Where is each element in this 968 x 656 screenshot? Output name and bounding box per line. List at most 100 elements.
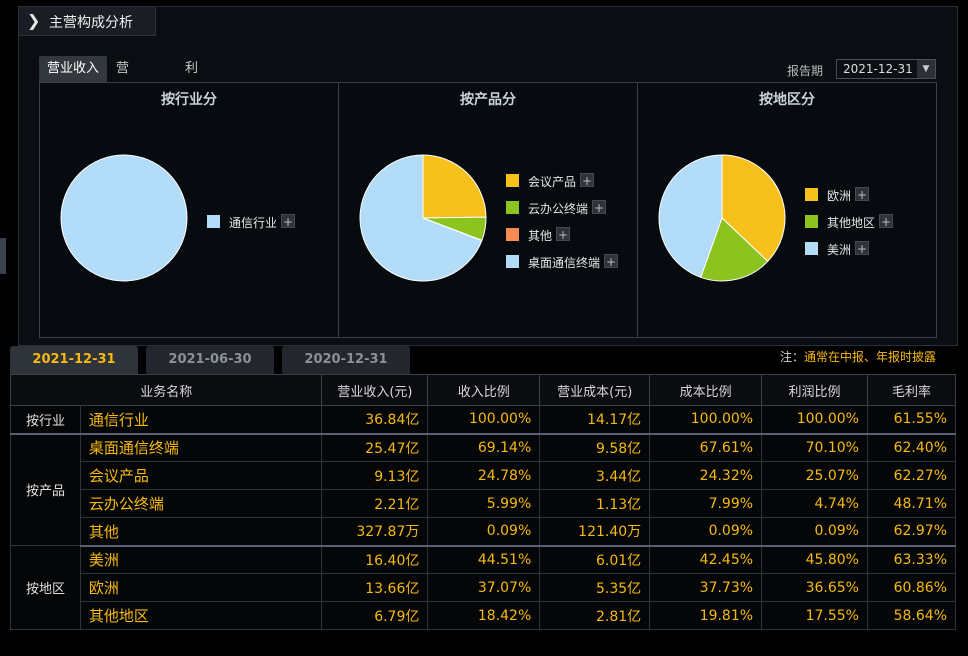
category-cell: 按产品 [10, 433, 81, 546]
business-name-cell[interactable]: 其他地区 [79, 601, 323, 630]
legend-label: 通信行业 [229, 216, 278, 230]
chart-by-product: 按产品分 会议产品 + 云办公终端 + 其他 + 桌面通信终端 + [338, 82, 638, 338]
value-cell: 60.86% [866, 573, 957, 602]
value-cell: 3.44亿 [539, 461, 651, 490]
value-cell: 36.84亿 [321, 405, 429, 435]
header-cost-ratio: 成本比例 [649, 374, 763, 406]
chart-by-industry: 按行业分 通信行业 + [39, 82, 339, 338]
tab-profit-ratio[interactable]: 利润比例 [185, 61, 199, 154]
chart-title: 按产品分 [460, 92, 516, 108]
legend-swatch [506, 201, 519, 214]
legend-label: 桌面通信终端 [528, 256, 601, 270]
report-period-label: 报告期 [787, 64, 824, 78]
legend-swatch [805, 242, 818, 255]
table-row[interactable]: 会议产品 9.13亿 24.78% 3.44亿 24.32% 25.07% 62.27% [11, 461, 957, 490]
value-cell: 2.81亿 [539, 601, 651, 630]
value-cell: 100.00% [427, 405, 541, 435]
business-name-cell[interactable]: 会议产品 [79, 461, 323, 490]
business-name-cell[interactable]: 其他 [79, 517, 323, 547]
value-cell: 37.07% [427, 573, 541, 602]
table-row[interactable]: 按地区 美洲 16.40亿 44.51% 6.01亿 42.45% 45.80% 63.33% [10, 545, 957, 630]
value-cell: 6.01亿 [539, 545, 651, 574]
value-cell: 42.45% [649, 545, 763, 574]
business-name-cell[interactable]: 美洲 [79, 545, 323, 574]
business-name-cell[interactable]: 欧洲 [79, 573, 323, 602]
value-cell: 17.55% [761, 601, 868, 630]
panel-header[interactable]: ❯ 主营构成分析 [19, 7, 156, 36]
legend-swatch [506, 255, 519, 268]
value-cell: 25.47亿 [321, 433, 429, 462]
tab-revenue[interactable]: 营业收入 [39, 56, 107, 82]
value-cell: 48.71% [866, 489, 957, 518]
table-header-row: 业务名称 营业收入(元) 收入比例 营业成本(元) 成本比例 利润比例 毛利率 [9, 374, 957, 406]
legend-label: 云办公终端 [528, 202, 589, 216]
value-cell: 14.17亿 [539, 405, 651, 435]
table-row[interactable]: 云办公终端 2.21亿 5.99% 1.13亿 7.99% 4.74% 48.71% [11, 489, 957, 518]
value-cell: 100.00% [649, 405, 763, 435]
legend-label: 其他地区 [827, 216, 876, 230]
header-cost: 营业成本(元) [539, 374, 651, 406]
chart-by-region: 按地区分 欧洲 + 其他地区 + 美洲 + [637, 82, 937, 338]
report-period-select[interactable]: 2021-12-31 ▼ [836, 59, 936, 79]
left-edge-handle [0, 238, 6, 274]
value-cell: 67.61% [649, 433, 763, 462]
legend-label: 美洲 [827, 243, 852, 257]
pie-chart-region [658, 154, 786, 282]
business-name-cell[interactable]: 桌面通信终端 [79, 433, 323, 462]
expand-plus-icon[interactable]: + [556, 227, 570, 242]
value-cell: 5.99% [427, 489, 541, 518]
value-cell: 24.32% [649, 461, 763, 490]
header-profit-ratio: 利润比例 [761, 374, 868, 406]
value-cell: 63.33% [866, 545, 957, 574]
value-cell: 9.58亿 [539, 433, 651, 462]
header-gross-margin: 毛利率 [866, 374, 957, 406]
value-cell: 0.09% [427, 517, 541, 547]
expand-plus-icon[interactable]: + [604, 254, 618, 269]
legend-swatch [506, 174, 519, 187]
value-cell: 62.27% [866, 461, 957, 490]
period-tab-2021-06-30[interactable]: 2021-06-30 [146, 346, 274, 374]
value-cell: 13.66亿 [321, 573, 429, 602]
value-cell: 37.73% [649, 573, 763, 602]
value-cell: 6.79亿 [321, 601, 429, 630]
table-row[interactable]: 其他 327.87万 0.09% 121.40万 0.09% 0.09% 62.97% [11, 517, 957, 547]
table-row[interactable]: 其他地区 6.79亿 18.42% 2.81亿 19.81% 17.55% 58.64% [11, 601, 957, 630]
tab-cost[interactable]: 营业成本 [116, 61, 130, 154]
expand-plus-icon[interactable]: + [281, 214, 295, 229]
pie-slice[interactable] [721, 154, 786, 263]
table-row[interactable]: 按产品 桌面通信终端 25.47亿 69.14% 9.58亿 67.61% 70.10% 62… [10, 433, 957, 546]
value-cell: 0.09% [649, 517, 763, 547]
business-name-cell[interactable]: 云办公终端 [79, 489, 323, 518]
legend-swatch [805, 188, 818, 201]
pie-chart-product [359, 154, 487, 282]
legend-label: 其他 [528, 229, 553, 243]
expand-plus-icon[interactable]: + [855, 241, 869, 256]
pie-slice[interactable] [700, 217, 769, 282]
expand-plus-icon[interactable]: + [580, 173, 594, 188]
business-name-cell[interactable]: 通信行业 [79, 405, 323, 435]
expand-plus-icon[interactable]: + [592, 200, 606, 215]
period-tab-2020-12-31[interactable]: 2020-12-31 [282, 346, 410, 374]
chevron-down-icon[interactable]: ▼ [917, 60, 935, 78]
period-tab-2021-12-31[interactable]: 2021-12-31 [10, 346, 138, 374]
table-row[interactable]: 欧洲 13.66亿 37.07% 5.35亿 37.73% 36.65% 60.86% [11, 573, 957, 602]
value-cell: 19.81% [649, 601, 763, 630]
table-row[interactable]: 按行业 通信行业 36.84亿 100.00% 14.17亿 100.00% 100.00%… [10, 405, 957, 435]
pie-slice[interactable] [60, 154, 188, 282]
category-cell: 按地区 [10, 545, 81, 630]
category-cell: 按行业 [10, 405, 81, 435]
pie-slice[interactable] [359, 154, 483, 282]
expand-plus-icon[interactable]: + [855, 187, 869, 202]
legend-swatch [207, 215, 220, 228]
value-cell: 0.09% [761, 517, 868, 547]
pie-slice[interactable] [658, 154, 723, 278]
expand-plus-icon[interactable]: + [879, 214, 893, 229]
legend-label: 会议产品 [528, 175, 577, 189]
value-cell: 45.80% [761, 545, 868, 574]
chart-title: 按地区分 [759, 92, 815, 108]
report-period-value: 2021-12-31 [843, 62, 913, 76]
pie-slice[interactable] [422, 154, 487, 219]
value-cell: 25.07% [761, 461, 868, 490]
value-cell: 36.65% [761, 573, 868, 602]
header-revenue-ratio: 收入比例 [427, 374, 541, 406]
